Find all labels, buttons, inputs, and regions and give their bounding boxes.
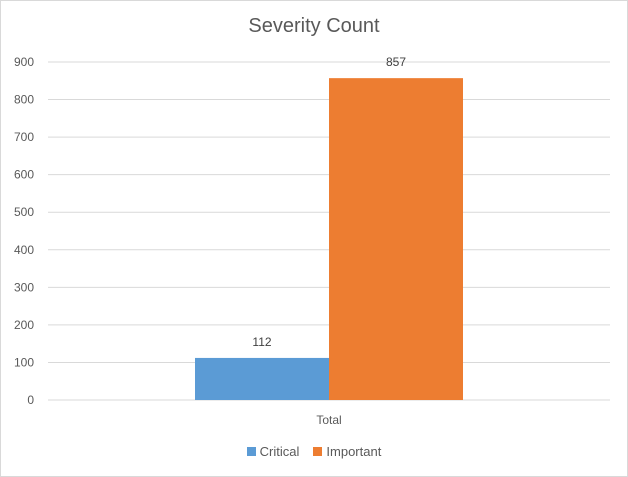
data-labels: 112 857 — [252, 55, 406, 349]
bar-important — [329, 78, 463, 400]
data-label-important: 857 — [386, 55, 406, 69]
y-tick-label: 300 — [14, 280, 34, 294]
y-tick-label: 600 — [14, 168, 34, 182]
y-tick-label: 100 — [14, 355, 34, 369]
y-tick-label: 700 — [14, 130, 34, 144]
x-tick-label: Total — [316, 413, 341, 427]
data-label-critical: 112 — [252, 335, 271, 349]
y-tick-label: 400 — [14, 243, 34, 257]
y-tick-label: 500 — [14, 205, 34, 219]
legend-swatch-important — [313, 447, 323, 456]
y-tick-label: 800 — [14, 93, 34, 107]
y-axis-ticks: 0 100 200 300 400 500 600 700 800 900 — [14, 55, 34, 407]
legend-swatch-critical — [246, 447, 256, 456]
chart-title: Severity Count — [248, 15, 380, 37]
y-tick-label: 0 — [27, 393, 34, 407]
x-axis-ticks: Total — [316, 413, 341, 427]
legend-label-important: Important — [326, 444, 382, 459]
legend: Critical Important — [1, 444, 627, 459]
legend-item-critical: Critical — [246, 444, 300, 459]
bars — [195, 78, 463, 400]
bar-critical — [195, 357, 329, 400]
legend-label-critical: Critical — [259, 444, 300, 459]
y-tick-label: 900 — [14, 55, 34, 69]
y-tick-label: 200 — [14, 318, 34, 332]
legend-item-important: Important — [313, 444, 381, 459]
